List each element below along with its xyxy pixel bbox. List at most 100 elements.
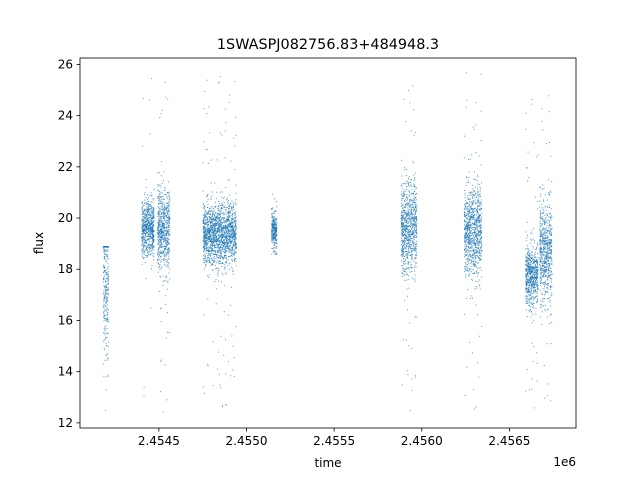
data-point [167,252,169,254]
data-point [165,239,167,241]
data-point [222,217,224,219]
data-point [217,218,219,220]
data-point [233,253,235,255]
data-point [203,244,205,246]
data-point [402,228,404,230]
data-point [409,205,411,207]
data-point [404,218,406,220]
data-point [479,241,481,243]
data-point [213,213,215,215]
data-point [161,235,163,237]
data-point [477,183,479,185]
data-point [206,243,208,245]
data-point [204,212,206,214]
data-point [146,224,148,226]
data-point [217,273,219,275]
data-point [202,207,204,209]
data-point [203,220,205,222]
data-point [166,222,168,224]
data-point [479,251,481,253]
data-point [143,212,145,214]
data-point [153,223,155,225]
data-point [231,256,233,258]
data-point [163,240,165,242]
data-point [148,231,150,233]
data-point [212,264,214,266]
data-point [276,252,277,254]
data-point [234,257,236,259]
data-point [221,235,223,237]
data-point [408,191,410,193]
data-point [225,273,227,275]
data-point [218,234,220,236]
data-point [143,210,145,212]
data-point [141,233,143,235]
data-point [147,228,149,230]
data-point [415,230,417,232]
data-point [103,296,105,298]
data-point [166,243,168,245]
data-point [414,226,416,228]
data-point [400,185,402,187]
data-point [161,239,163,241]
data-point [163,226,165,228]
data-point [160,228,162,230]
data-point [477,217,479,218]
data-point [474,408,476,410]
data-point [271,247,273,249]
data-point [149,214,151,216]
data-point [223,311,225,313]
data-point [480,232,482,234]
data-point [224,244,226,246]
data-point [167,230,169,232]
data-point [475,219,477,221]
data-point [473,260,475,262]
data-point [229,236,231,238]
data-point [215,228,217,230]
data-point [413,260,415,262]
data-point [411,234,413,236]
data-point [163,190,165,192]
data-point [466,217,468,219]
data-point [213,234,215,236]
data-point [409,232,411,234]
data-point [208,232,210,234]
data-point [412,217,414,219]
data-point [473,128,475,130]
data-point [273,251,275,253]
data-point [107,257,109,259]
data-point [401,159,403,161]
data-point [107,273,109,275]
data-point [271,213,273,215]
data-point [218,351,220,353]
data-point [476,239,478,241]
data-point [234,234,236,236]
data-point [165,245,167,247]
data-point [149,133,151,135]
data-point [160,217,162,219]
data-point [105,288,107,290]
data-point [220,212,222,214]
data-point [275,237,277,239]
data-point [272,236,274,238]
data-point [231,220,233,222]
data-point [208,249,210,251]
data-point [472,245,474,247]
data-point [411,277,413,279]
data-point [480,202,482,204]
data-point [475,234,477,236]
data-point [163,204,165,206]
data-point [412,216,414,218]
data-point [413,199,415,201]
data-point [144,242,146,244]
data-point [404,299,406,301]
data-point [404,183,406,185]
data-point [404,279,406,281]
data-point [402,267,404,269]
data-point [142,223,144,225]
data-point [470,239,472,241]
data-point [480,73,482,75]
data-point [412,208,414,210]
data-point [228,226,230,228]
data-point [274,225,276,227]
